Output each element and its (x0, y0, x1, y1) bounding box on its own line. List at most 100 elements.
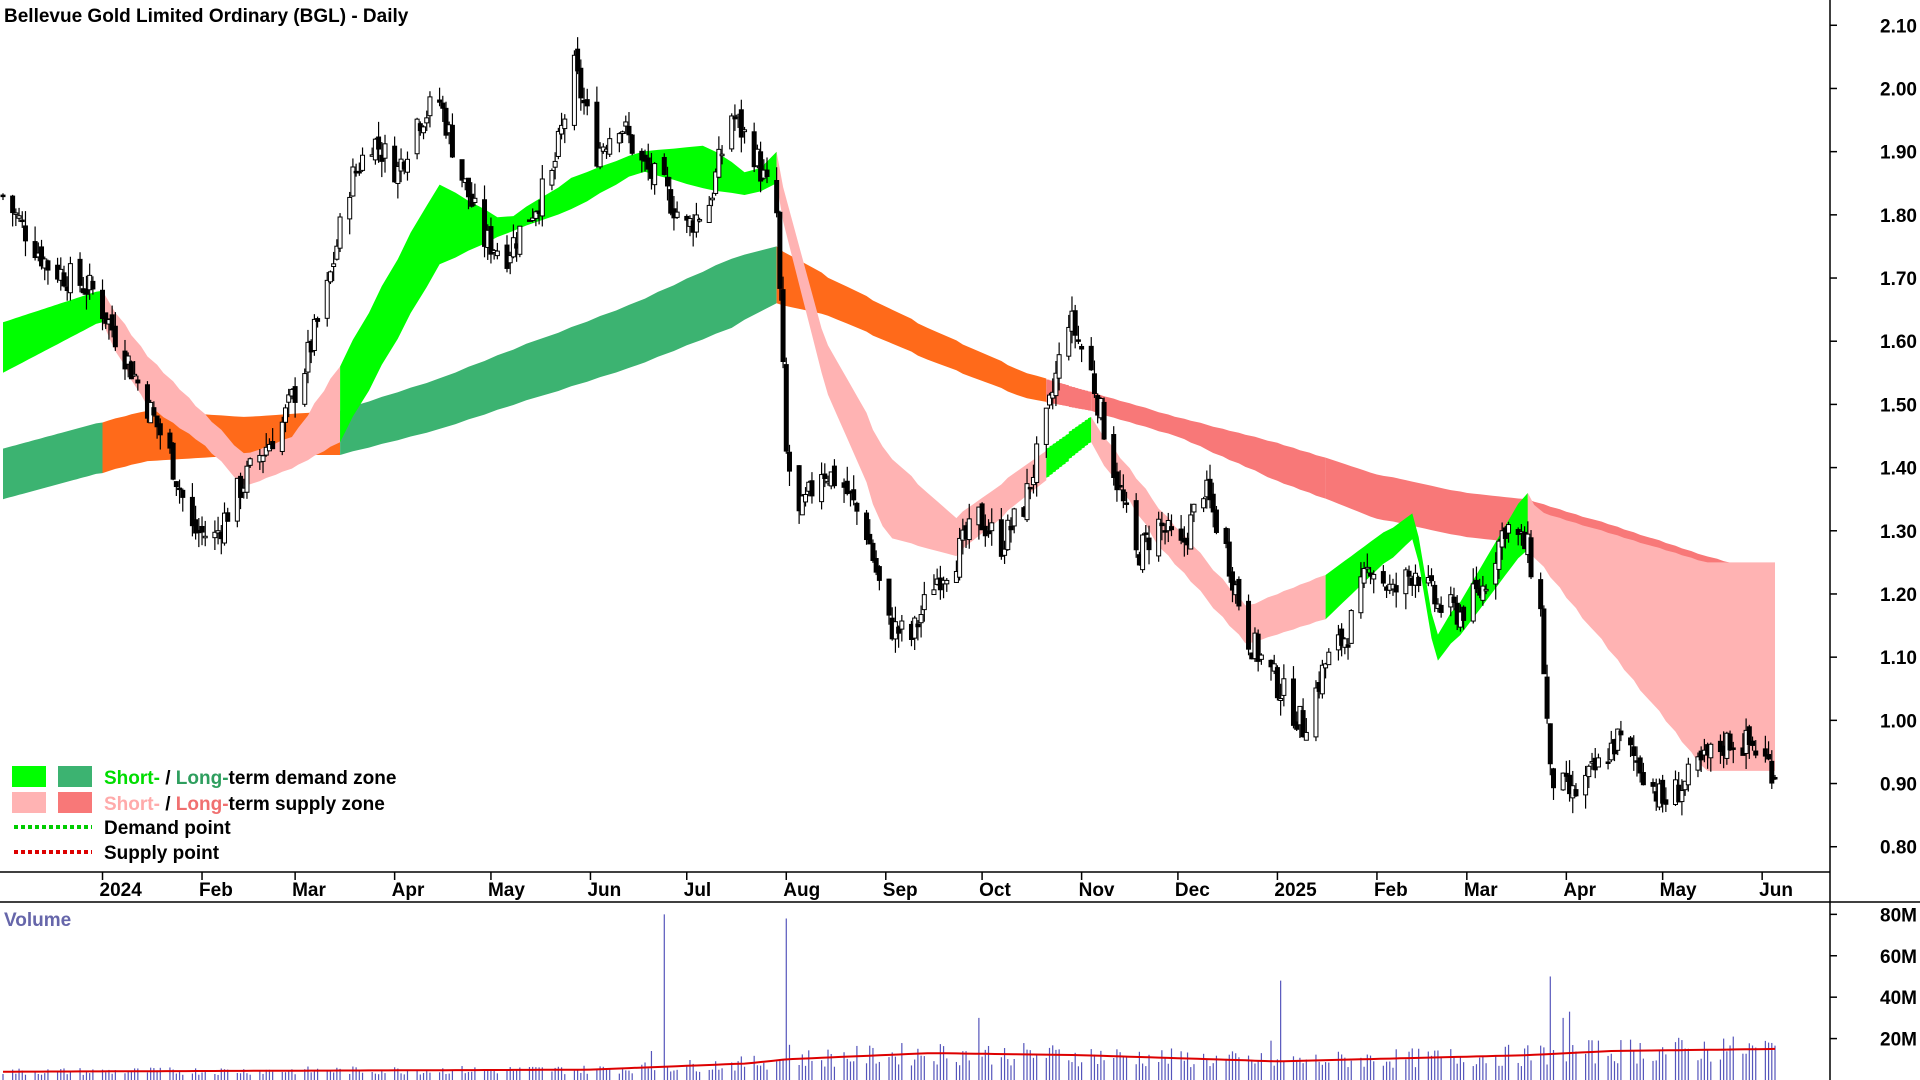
price-axis-ticks: 2.10 2.00 1.90 1.80 1.70 1.60 1.50 1.40 1.30 1.20… (1830, 16, 1917, 859)
candle-body-67 (305, 341, 311, 373)
candle-body-10 (45, 260, 51, 271)
candle-body-195 (876, 566, 882, 581)
legend-supply-sep: / (160, 794, 176, 815)
candle-body-101 (459, 159, 465, 181)
candle-body-335 (1506, 524, 1512, 534)
candle-body-158 (713, 171, 719, 194)
candle-body-13 (61, 272, 67, 287)
candle-body-260 (1168, 526, 1174, 531)
price-tick-label-11: 1.00 (1880, 711, 1917, 732)
date-tick-label-3: Apr (392, 880, 425, 901)
candle-body-164 (738, 109, 744, 138)
legend-supply-short: Short- (104, 794, 160, 815)
volume-moving-average-line (3, 1047, 1776, 1073)
candle-body-285 (1281, 678, 1287, 696)
candle-body-168 (758, 151, 764, 182)
candle-body-170 (764, 169, 770, 177)
candle-body-287 (1294, 721, 1300, 730)
candle-body-94 (424, 117, 430, 124)
long-zone-segment-6 (1325, 457, 1528, 544)
candle-body-375 (1685, 763, 1691, 786)
candle-body-318 (1432, 584, 1438, 605)
candle-body-110 (494, 250, 500, 257)
candle-body-256 (1156, 518, 1162, 557)
candle-body-191 (864, 512, 870, 541)
candle-body-90 (404, 158, 410, 173)
candle-body-20 (90, 280, 96, 290)
candle-body-72 (327, 271, 333, 283)
candle-body-135 (607, 138, 613, 155)
candle-body-31 (144, 384, 150, 419)
candle-body-272 (1226, 541, 1232, 577)
candle-body-35 (157, 423, 163, 436)
price-tick-label-0: 2.10 (1880, 16, 1917, 37)
candle-body-280 (1258, 654, 1264, 660)
candle-body-112 (507, 255, 513, 264)
candle-body-155 (697, 219, 703, 222)
candle-body-55 (247, 458, 253, 466)
candle-body-283 (1274, 667, 1280, 699)
date-tick-label-8: Sep (883, 880, 918, 901)
candle-body-8 (39, 246, 45, 267)
candle-body-136 (616, 133, 622, 144)
candle-body-249 (1120, 489, 1126, 502)
candle-body-162 (732, 116, 738, 120)
candle-body-73 (331, 263, 337, 268)
candle-body-121 (549, 169, 555, 186)
candle-body-202 (912, 617, 918, 639)
candle-body-44 (199, 525, 205, 533)
candle-body-52 (238, 475, 244, 498)
candle-body-159 (716, 148, 722, 178)
candle-body-192 (867, 533, 873, 545)
candle-body-40 (180, 489, 186, 498)
candle-body-18 (83, 288, 89, 295)
volume-axis-ticks: 80M 60M 40M 20M (1830, 905, 1917, 1051)
candle-body-322 (1451, 596, 1457, 604)
price-tick-label-4: 1.70 (1880, 269, 1917, 290)
price-candles (0, 37, 1778, 816)
candle-body-291 (1313, 687, 1319, 738)
candle-body-269 (1210, 493, 1216, 513)
candle-body-85 (382, 143, 388, 159)
price-tick-label-6: 1.50 (1880, 395, 1917, 416)
candle-body-50 (225, 512, 231, 522)
date-tick-label-10: Nov (1079, 880, 1115, 901)
candle-body-320 (1438, 604, 1444, 613)
candle-body-326 (1470, 583, 1476, 622)
candle-body-246 (1111, 434, 1117, 478)
candle-body-205 (921, 594, 927, 611)
candle-body-87 (395, 165, 401, 184)
candle-body-210 (944, 579, 950, 585)
date-tick-label-4: May (488, 880, 525, 901)
candle-body-2 (13, 212, 19, 215)
volume-tick-label-0: 80M (1880, 905, 1917, 926)
candle-body-225 (1011, 508, 1017, 527)
candle-body-175 (786, 451, 792, 472)
candle-body-1 (10, 195, 16, 214)
candle-body-30 (135, 379, 141, 384)
legend: Short- / Long-term demand zone Short- / … (12, 766, 396, 864)
volume-tick-label-1: 60M (1880, 947, 1917, 968)
volume-tick-label-3: 20M (1880, 1030, 1917, 1051)
candle-body-145 (652, 163, 658, 186)
candle-body-204 (918, 614, 924, 624)
legend-demand-zone: Short- / Long-term demand zone (104, 768, 396, 789)
candle-body-276 (1246, 600, 1252, 650)
candle-body-298 (1342, 638, 1348, 648)
candle-body-215 (966, 518, 972, 541)
candle-body-96 (437, 99, 443, 103)
candle-body-327 (1473, 579, 1479, 590)
long-zone-segment-3 (776, 246, 1047, 402)
candle-body-24 (109, 314, 115, 331)
candle-body-217 (979, 503, 985, 531)
legend-swatch-long-supply (58, 792, 92, 813)
candle-body-239 (1075, 339, 1081, 342)
date-tick-label-1: Feb (199, 880, 233, 901)
candle-body-79 (356, 171, 362, 174)
candle-body-131 (594, 101, 600, 167)
candle-body-295 (1326, 651, 1332, 666)
candle-body-174 (783, 364, 789, 452)
candle-body-254 (1143, 532, 1149, 535)
candle-body-34 (154, 415, 160, 428)
candle-body-391 (1762, 748, 1768, 757)
